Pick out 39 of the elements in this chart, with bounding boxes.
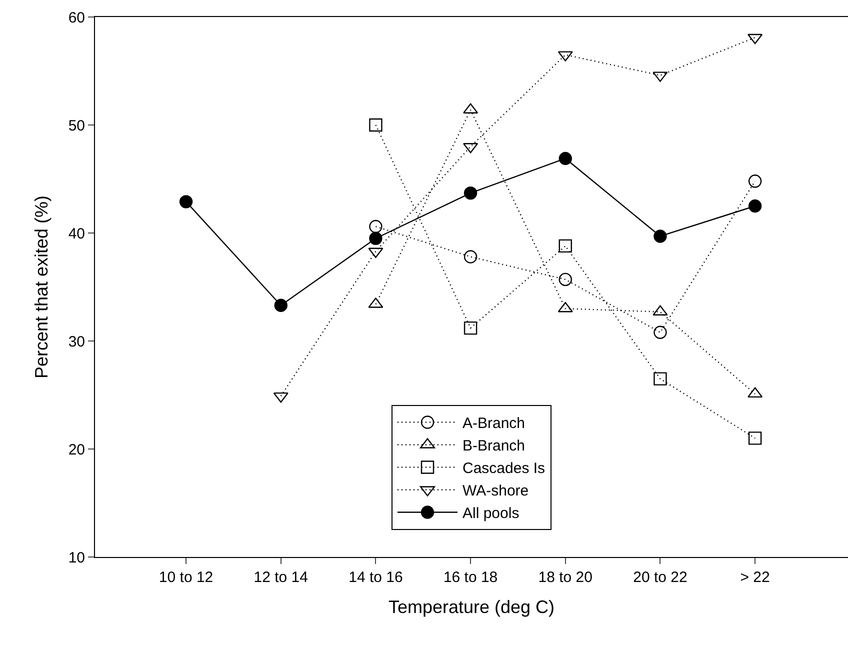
point bbox=[464, 186, 478, 200]
point bbox=[654, 326, 667, 339]
y-tick-label: 40 bbox=[68, 225, 85, 242]
x-tick-label: 10 to 12 bbox=[158, 569, 214, 586]
x-tick-label: 18 to 20 bbox=[538, 569, 592, 586]
point bbox=[748, 174, 762, 188]
y-tick-label: 20 bbox=[68, 441, 85, 458]
point bbox=[369, 118, 382, 132]
y-axis-title: Percent that exited (%) bbox=[32, 195, 52, 379]
legend-label: B-Branch bbox=[462, 438, 526, 455]
point bbox=[748, 199, 762, 213]
legend-label: A-Branch bbox=[462, 415, 526, 432]
y-tick-label: 60 bbox=[68, 9, 85, 26]
point bbox=[369, 220, 382, 234]
point bbox=[558, 239, 572, 253]
point bbox=[654, 372, 667, 386]
x-tick-label: 16 to 18 bbox=[443, 569, 498, 586]
x-tick-label: > 22 bbox=[740, 569, 770, 586]
x-axis-title: Temperature (deg C) bbox=[388, 597, 555, 618]
point bbox=[464, 321, 478, 335]
point bbox=[748, 432, 762, 445]
legend-label: All pools bbox=[462, 505, 520, 522]
point bbox=[179, 195, 193, 208]
x-tick-label: 12 to 14 bbox=[254, 569, 308, 586]
legend-label: WA-shore bbox=[462, 482, 529, 500]
point bbox=[558, 152, 572, 166]
y-tick-label: 50 bbox=[68, 117, 85, 134]
point bbox=[558, 272, 572, 286]
y-tick-label: 30 bbox=[68, 333, 85, 350]
y-tick-label: 10 bbox=[68, 549, 85, 566]
point bbox=[654, 230, 667, 243]
x-tick-label: 14 to 16 bbox=[348, 569, 403, 586]
point bbox=[748, 34, 763, 44]
x-tick-label: 20 to 22 bbox=[633, 569, 688, 586]
point bbox=[369, 232, 382, 245]
point bbox=[464, 250, 478, 264]
point bbox=[748, 387, 763, 398]
point bbox=[274, 298, 288, 312]
legend-label: Cascades Is bbox=[462, 460, 546, 478]
